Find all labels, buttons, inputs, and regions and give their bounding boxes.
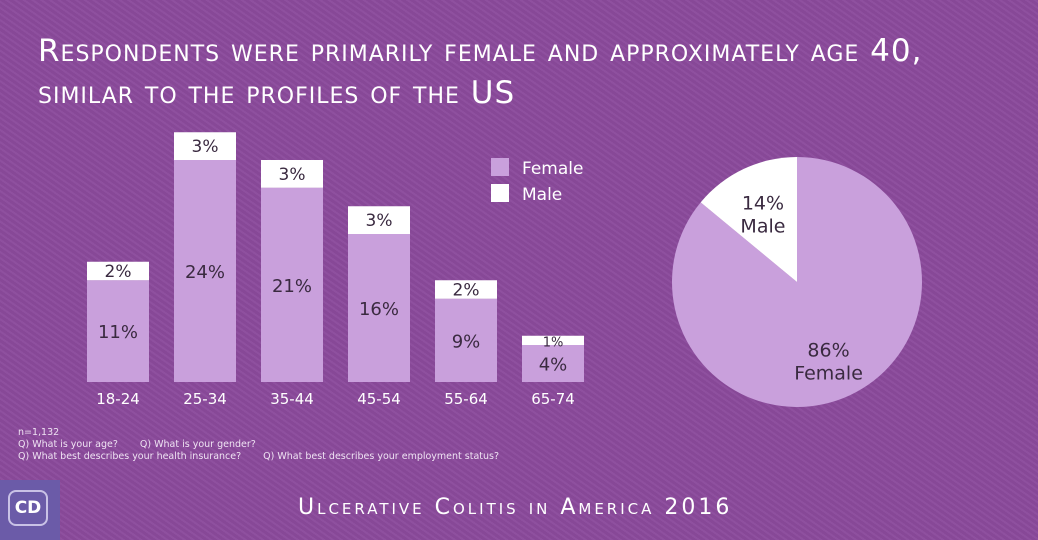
data-label-female: 21% bbox=[272, 276, 312, 297]
x-tick-label: 35-44 bbox=[270, 390, 314, 408]
pie-label-name: Male bbox=[740, 216, 785, 238]
question: Q) What best describes your employment s… bbox=[263, 451, 500, 462]
bar-female bbox=[522, 345, 584, 382]
x-tick-label: 18-24 bbox=[96, 390, 140, 408]
data-label-male: 2% bbox=[105, 262, 132, 282]
x-tick-label: 55-64 bbox=[444, 390, 488, 408]
pie-label-name: Female bbox=[794, 362, 863, 384]
x-tick-label: 45-54 bbox=[357, 390, 401, 408]
legend-swatch-male bbox=[491, 184, 509, 202]
bar-male bbox=[435, 280, 497, 299]
legend-label-male: Male bbox=[522, 185, 562, 205]
x-tick-label: 25-34 bbox=[183, 390, 227, 408]
pie-label-value: 14% bbox=[742, 193, 784, 215]
bar-male bbox=[174, 132, 236, 160]
data-label-male: 2% bbox=[453, 281, 480, 301]
pie-label-value: 86% bbox=[807, 339, 849, 361]
pie-slice-male bbox=[700, 157, 797, 282]
data-label-male: 3% bbox=[192, 137, 219, 157]
bar-female bbox=[174, 160, 236, 382]
data-label-female: 11% bbox=[98, 322, 138, 343]
question: Q) What best describes your health insur… bbox=[18, 451, 242, 462]
question: Q) What is your age? bbox=[18, 439, 118, 450]
bar-male bbox=[87, 261, 149, 281]
sample-size: n=1,132 bbox=[18, 427, 60, 438]
logo-text: CD bbox=[8, 490, 48, 526]
legend-label-female: Female bbox=[522, 159, 583, 179]
bar-male bbox=[348, 206, 410, 234]
pie-slice-female bbox=[672, 157, 923, 407]
bar-female bbox=[348, 234, 410, 382]
bar-male bbox=[522, 335, 584, 345]
bar-male bbox=[261, 160, 323, 188]
bar-female bbox=[435, 298, 497, 382]
page-title: Respondents were primarily female and ap… bbox=[38, 33, 923, 111]
question: Q) What is your gender? bbox=[139, 439, 256, 450]
bar-female bbox=[261, 187, 323, 382]
data-label-female: 24% bbox=[185, 262, 225, 283]
data-label-female: 9% bbox=[452, 331, 481, 352]
data-label-female: 4% bbox=[539, 355, 568, 376]
data-label-female: 16% bbox=[359, 299, 399, 320]
survey-notes: n=1,132 Q) What is your age? Q) What is y… bbox=[18, 427, 521, 463]
bar-female bbox=[87, 280, 149, 382]
footer-title: Ulcerative Colitis in America 2016 bbox=[298, 495, 733, 520]
cd-logo: CD bbox=[0, 480, 60, 540]
x-tick-label: 65-74 bbox=[531, 390, 575, 408]
data-label-male: 3% bbox=[366, 211, 393, 231]
data-label-male: 1% bbox=[543, 335, 564, 350]
legend-swatch-female bbox=[491, 158, 509, 176]
data-label-male: 3% bbox=[279, 165, 306, 185]
